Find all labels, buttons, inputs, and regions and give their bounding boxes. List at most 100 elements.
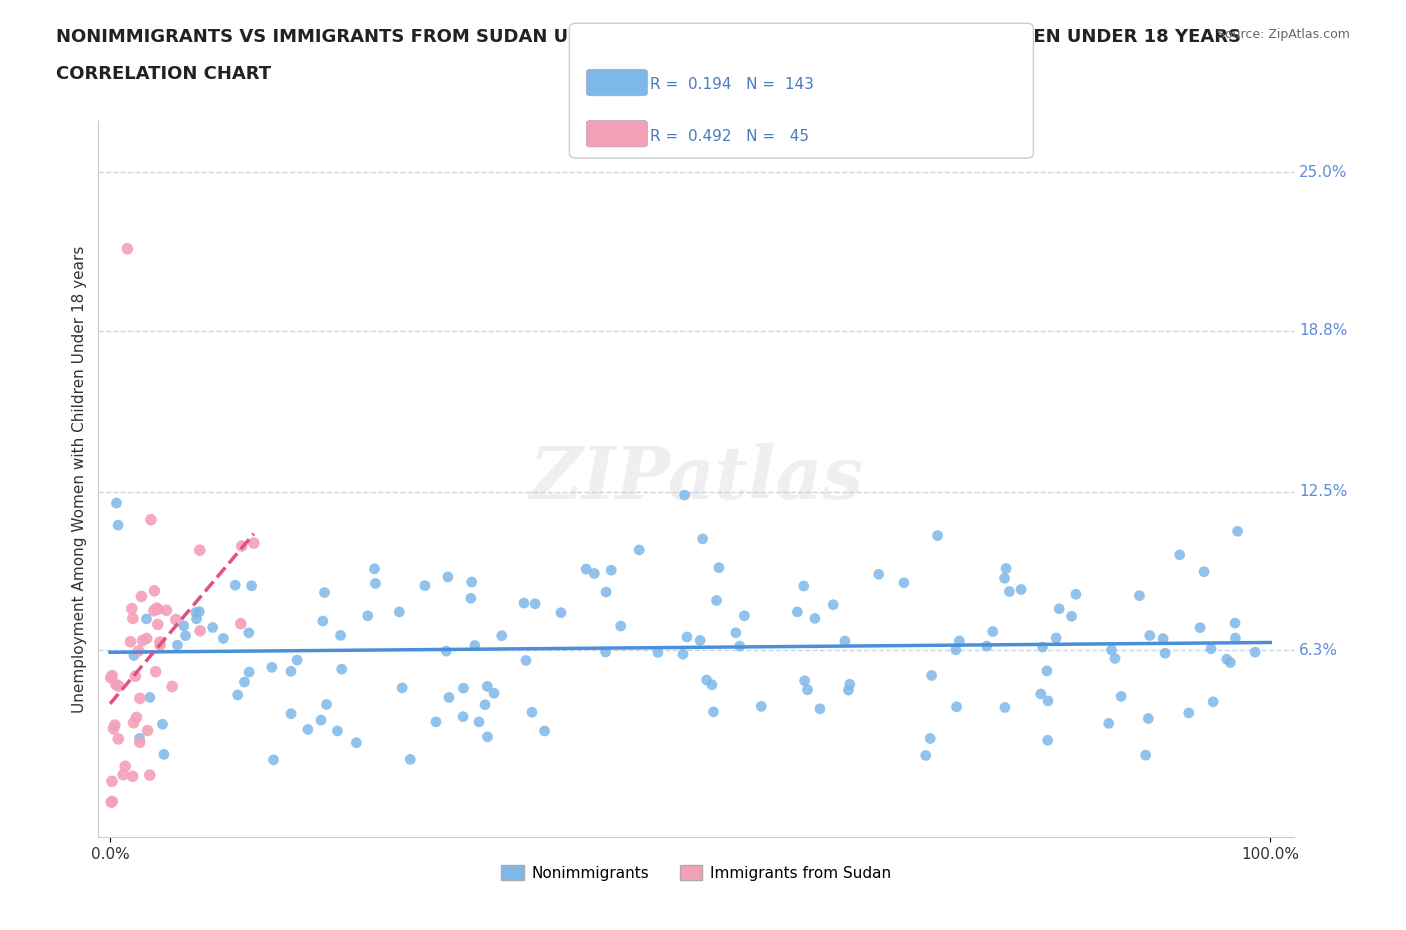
Point: [1047, 602, 1070, 617]
Point: [107, 732, 129, 747]
Point: [388, 604, 411, 619]
Point: [104, 718, 127, 733]
Point: [1029, 686, 1052, 701]
Point: [363, 562, 385, 577]
Point: [174, 629, 197, 644]
Point: [139, 512, 162, 527]
Point: [920, 731, 942, 746]
Point: [131, 589, 153, 604]
Point: [1168, 548, 1191, 563]
Point: [101, 668, 124, 683]
Point: [188, 623, 211, 638]
Point: [1202, 695, 1225, 710]
Point: [609, 618, 631, 633]
Point: [309, 712, 332, 727]
Text: Source: ZipAtlas.com: Source: ZipAtlas.com: [1216, 28, 1350, 41]
Point: [184, 605, 207, 620]
Point: [166, 638, 188, 653]
Point: [121, 601, 143, 616]
Point: [226, 687, 249, 702]
Point: [122, 715, 145, 730]
Point: [1109, 689, 1132, 704]
Point: [103, 722, 125, 737]
Point: [838, 677, 860, 692]
Point: [981, 624, 1004, 639]
Point: [173, 618, 195, 633]
Point: [689, 633, 711, 648]
Point: [329, 628, 352, 643]
Point: [131, 633, 153, 648]
Legend: Nonimmigrants, Immigrants from Sudan: Nonimmigrants, Immigrants from Sudan: [495, 858, 897, 886]
Point: [927, 528, 949, 543]
Point: [796, 683, 818, 698]
Point: [676, 630, 699, 644]
Point: [995, 561, 1018, 576]
Point: [297, 722, 319, 737]
Point: [1036, 663, 1059, 678]
Point: [128, 731, 150, 746]
Text: R =  0.492   N =   45: R = 0.492 N = 45: [650, 128, 810, 143]
Point: [513, 595, 536, 610]
Point: [728, 639, 751, 654]
Point: [1104, 651, 1126, 666]
Point: [125, 710, 148, 724]
Point: [364, 576, 387, 591]
Point: [312, 614, 335, 629]
Point: [240, 578, 263, 593]
Point: [260, 660, 283, 675]
Point: [104, 677, 127, 692]
Text: NONIMMIGRANTS VS IMMIGRANTS FROM SUDAN UNEMPLOYMENT AMONG WOMEN WITH CHILDREN UN: NONIMMIGRANTS VS IMMIGRANTS FROM SUDAN U…: [56, 28, 1241, 46]
Point: [280, 664, 302, 679]
Point: [107, 518, 129, 533]
Point: [993, 571, 1015, 586]
Point: [391, 681, 413, 696]
Point: [100, 671, 122, 685]
Text: 12.5%: 12.5%: [1299, 485, 1348, 499]
Text: 6.3%: 6.3%: [1299, 643, 1339, 658]
Point: [1101, 643, 1123, 658]
Point: [108, 679, 131, 694]
Point: [628, 542, 651, 557]
Point: [136, 724, 159, 738]
Point: [145, 664, 167, 679]
Point: [921, 668, 943, 683]
Point: [1064, 587, 1087, 602]
Point: [1216, 652, 1239, 667]
Point: [477, 679, 499, 694]
Point: [160, 679, 183, 694]
Point: [868, 567, 890, 582]
Point: [451, 710, 474, 724]
Point: [702, 704, 724, 719]
Point: [672, 646, 695, 661]
Point: [834, 633, 856, 648]
Point: [837, 683, 859, 698]
Point: [948, 633, 970, 648]
Point: [117, 241, 139, 256]
Point: [155, 603, 177, 618]
Point: [120, 634, 142, 649]
Point: [201, 620, 224, 635]
Point: [673, 487, 696, 502]
Point: [1036, 733, 1059, 748]
Point: [520, 705, 543, 720]
Point: [434, 644, 457, 658]
Point: [263, 752, 285, 767]
Point: [749, 699, 772, 714]
Point: [945, 643, 967, 658]
Point: [706, 593, 728, 608]
Point: [330, 662, 353, 677]
Point: [149, 638, 172, 653]
Point: [453, 681, 475, 696]
Point: [326, 724, 349, 738]
Text: 18.8%: 18.8%: [1299, 323, 1348, 339]
Point: [413, 578, 436, 593]
Point: [229, 617, 252, 631]
Point: [344, 736, 367, 751]
Point: [149, 634, 172, 649]
Point: [224, 578, 246, 592]
Point: [823, 597, 845, 612]
Point: [550, 605, 572, 620]
Point: [808, 701, 831, 716]
Point: [153, 747, 176, 762]
Point: [600, 563, 623, 578]
